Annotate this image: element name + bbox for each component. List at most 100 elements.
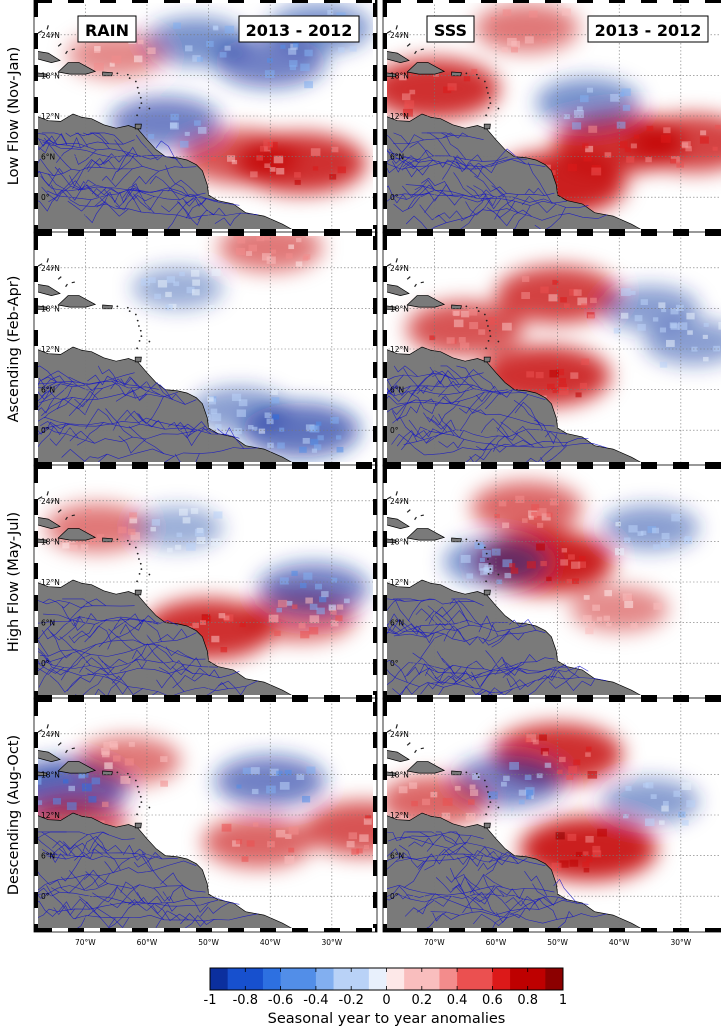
anomaly-pixel [234,427,242,435]
anomaly-pixel [242,767,251,775]
lat-tick-label: 6°N [390,852,404,861]
lat-tick-label: 24°N [390,31,409,40]
anomaly-pixel [686,800,696,808]
anomaly-pixel [211,268,221,277]
anomaly-pixel [613,327,621,334]
anomaly-pixel [264,146,271,152]
anomaly-pixel [525,737,532,743]
lat-tick-label: 0° [390,426,399,435]
anomaly-pixel [343,598,350,604]
anomaly-pixel [552,279,559,285]
anomaly-pixel [606,622,612,627]
anomaly-pixel [548,294,558,302]
anomaly-pixel [150,527,156,532]
anomaly-pixel [359,834,369,842]
anomaly-pixel [270,249,277,254]
anomaly-pixel [81,783,92,792]
anomaly-pixel [549,498,559,506]
anomaly-pixel [644,818,655,827]
anomaly-pixel [515,495,525,504]
anomaly-pixel [140,278,150,286]
anomaly-pixel [637,531,644,536]
anomaly-mark [601,285,699,332]
anomaly-pixel [269,768,279,776]
anomaly-pixel [94,48,101,53]
anomaly-pixel [190,508,199,514]
anomaly-pixel [399,74,407,81]
anomaly-pixel [256,234,265,242]
anomaly-pixel [328,604,336,611]
anomaly-pixel [302,795,311,803]
anomaly-pixel [185,45,193,52]
lat-tick-label: 24°N [390,497,409,506]
anomaly-pixel [492,43,499,49]
anomaly-pixel [196,56,203,62]
anomaly-pixel [422,798,431,806]
anomaly-pixel [676,304,684,312]
lat-tick-label: 12°N [41,112,60,121]
anomaly-pixel [542,39,548,44]
anomaly-pixel [496,579,503,585]
anomaly-pixel [207,396,214,402]
lat-tick-label: 18°N [41,770,60,779]
map-panel: 24°N 18°N 12°N 6°N 0° [382,464,721,700]
anomaly-pixel [546,576,552,582]
anomaly-pixel [331,577,338,583]
anomaly-pixel [640,299,648,306]
anomaly-pixel [472,773,481,780]
anomaly-pixel [687,330,693,335]
column-label-box: RAIN 2013 - 2012 [77,15,360,43]
anomaly-pixel [430,791,438,798]
anomaly-pixel [568,766,578,774]
anomaly-pixel [563,303,570,309]
anomaly-pixel [166,276,175,283]
lat-tick-label: 0° [390,193,399,202]
anomaly-pixel [536,773,543,779]
anomaly-pixel [268,614,279,623]
anomaly-pixel [615,521,621,527]
lon-tick-label: 50°W [198,938,219,947]
anomaly-pixel [86,509,92,514]
anomaly-pixel [585,627,594,635]
lat-tick-label: 18°N [41,71,60,80]
anomaly-pixel [80,544,89,551]
anomaly-pixel [590,297,597,304]
anomaly-pixel [365,815,372,821]
anomaly-pixel [250,171,258,178]
anomaly-pixel [579,95,589,103]
anomaly-pixel [219,52,227,58]
anomaly-pixel [66,802,77,811]
anomaly-pixel [286,600,293,606]
lat-tick-label: 24°N [41,497,60,506]
anomaly-pixel [338,47,345,53]
anomaly-pixel [559,378,567,384]
anomaly-pixel [588,125,598,133]
anomaly-mark [474,3,579,53]
anomaly-pixel [460,554,471,563]
anomaly-pixel [591,167,602,176]
anomaly-pixel [660,540,670,548]
anomaly-pixel [271,397,280,404]
anomaly-pixel [335,435,342,440]
row-labels: Low Flow (Nov-Jan) Ascending (Feb-Apr) Hig… [6,47,22,895]
anomaly-pixel [148,277,156,283]
anomaly-pixel [258,428,266,434]
lat-tick-label: 6°N [41,153,55,162]
anomaly-pixel [111,55,122,64]
anomaly-pixel [586,857,593,863]
anomaly-pixel [233,234,242,240]
anomaly-pixel [567,833,577,841]
colorbar-segment [333,968,352,990]
anomaly-pixel [231,159,238,165]
anomaly-pixel [291,570,298,576]
anomaly-pixel [662,800,669,806]
anomaly-pixel [294,179,301,185]
anomaly-pixel [478,563,489,571]
lat-tick-label: 12°N [390,811,409,820]
anomaly-pixel [305,424,315,432]
anomaly-pixel [502,559,513,568]
map-panel: 24°N 18°N 12°N 6°N 0° RAIN 2013 - 2012 [33,0,378,234]
anomaly-pixel [165,291,172,298]
anomaly-pixel [647,526,657,533]
map-panel: 24°N 18°N 12°N 6°N 0° [33,231,378,467]
